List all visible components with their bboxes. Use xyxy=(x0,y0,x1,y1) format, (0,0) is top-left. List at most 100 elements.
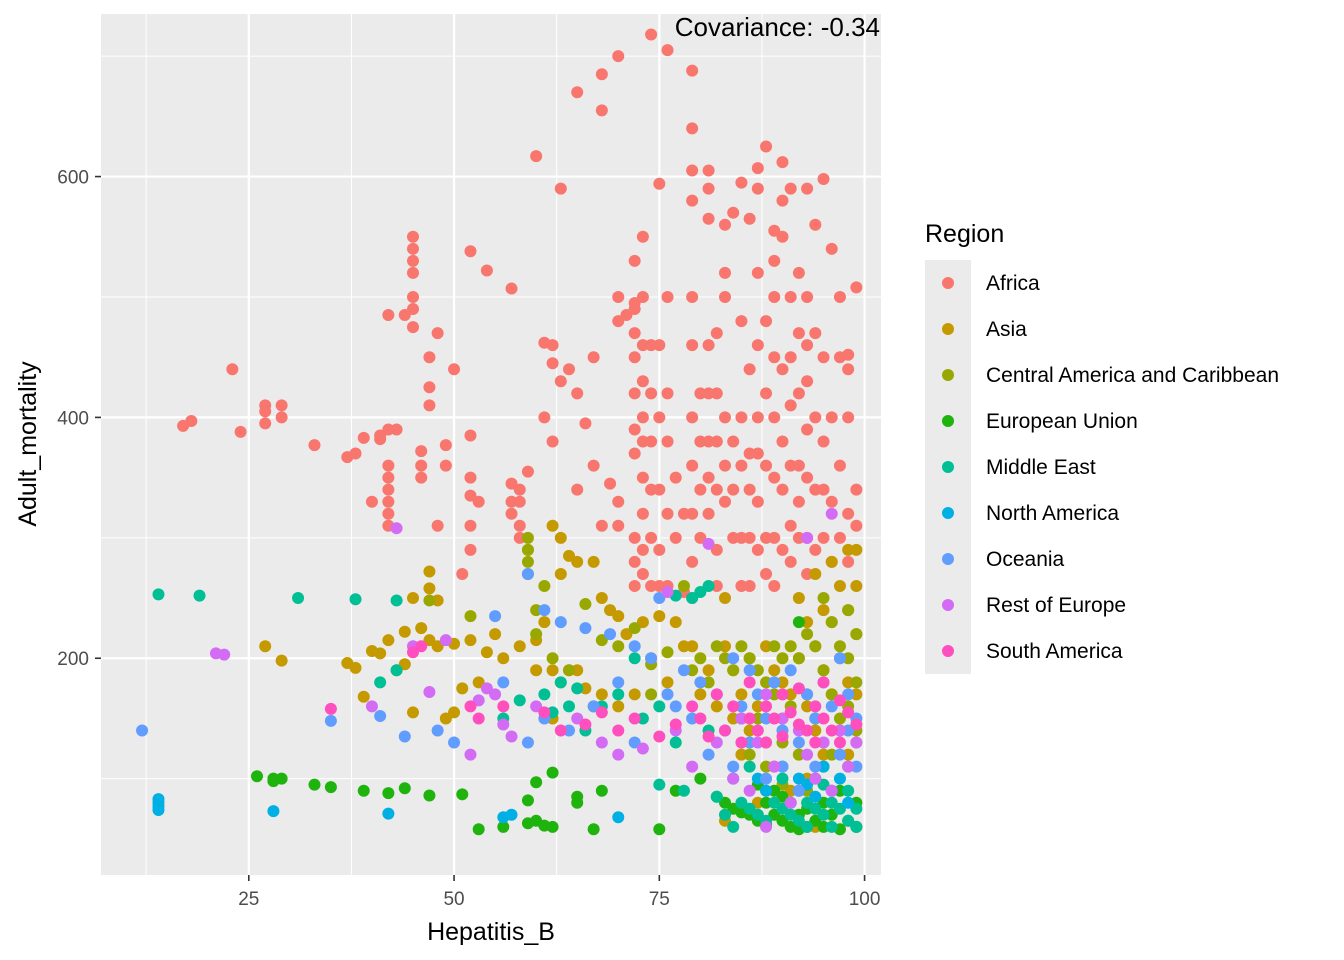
point-asia xyxy=(554,531,567,544)
legend-key-africa xyxy=(942,277,954,289)
point-africa xyxy=(636,435,649,448)
point-africa xyxy=(612,495,625,508)
point-africa xyxy=(842,348,855,361)
point-oceania xyxy=(809,760,822,773)
point-middle-east xyxy=(817,808,830,821)
point-middle-east xyxy=(653,778,666,791)
point-south-america xyxy=(825,724,838,737)
point-middle-east xyxy=(776,802,789,815)
point-africa xyxy=(571,483,584,496)
point-africa xyxy=(234,425,247,438)
point-european-union xyxy=(546,766,559,779)
point-central-america-and-caribbean xyxy=(521,543,534,556)
point-africa xyxy=(702,387,715,400)
point-africa xyxy=(365,495,378,508)
point-africa xyxy=(792,266,805,279)
point-asia xyxy=(563,549,575,562)
point-central-america-and-caribbean xyxy=(751,712,764,725)
point-central-america-and-caribbean xyxy=(628,622,641,635)
point-africa xyxy=(792,531,805,544)
covariance-annotation: Covariance: -0.34 xyxy=(675,12,880,42)
point-rest-of-europe xyxy=(801,748,814,761)
point-africa xyxy=(653,579,666,592)
point-south-america xyxy=(784,706,797,719)
legend-label-africa: Africa xyxy=(986,272,1040,295)
point-south-america xyxy=(842,706,855,719)
point-south-america xyxy=(776,730,789,743)
point-africa xyxy=(751,339,764,352)
point-asia xyxy=(743,724,756,737)
point-africa xyxy=(809,483,822,496)
point-africa xyxy=(464,489,477,502)
point-africa xyxy=(612,290,625,303)
point-africa xyxy=(669,531,682,544)
point-africa xyxy=(407,266,419,279)
point-africa xyxy=(768,351,781,364)
point-africa xyxy=(546,435,559,448)
point-africa xyxy=(563,363,575,376)
point-asia xyxy=(792,592,805,605)
point-south-america xyxy=(628,712,641,725)
point-central-america-and-caribbean xyxy=(825,748,838,761)
point-africa xyxy=(727,435,740,448)
point-asia xyxy=(760,640,773,653)
point-rest-of-europe xyxy=(710,736,723,749)
point-rest-of-europe xyxy=(809,772,822,785)
point-asia xyxy=(727,712,740,725)
point-oceania xyxy=(842,724,855,737)
point-africa xyxy=(776,156,789,169)
point-european-union xyxy=(521,794,534,807)
point-middle-east xyxy=(374,676,387,689)
point-asia xyxy=(538,616,551,629)
y-tick-label: 400 xyxy=(57,408,89,429)
point-south-america xyxy=(792,718,805,731)
point-asia xyxy=(546,664,559,677)
point-central-america-and-caribbean xyxy=(801,628,814,641)
point-africa xyxy=(275,411,288,424)
point-africa xyxy=(636,339,649,352)
point-africa xyxy=(456,567,469,580)
point-asia xyxy=(817,748,830,761)
point-central-america-and-caribbean xyxy=(825,688,838,701)
point-africa xyxy=(636,543,649,556)
point-south-america xyxy=(768,712,781,725)
point-asia xyxy=(850,543,863,556)
point-africa xyxy=(513,495,526,508)
point-middle-east xyxy=(751,808,764,821)
point-africa xyxy=(792,495,805,508)
point-africa xyxy=(546,357,559,370)
point-africa xyxy=(636,290,649,303)
point-asia xyxy=(842,676,855,689)
point-asia xyxy=(554,567,567,580)
point-asia xyxy=(571,664,584,677)
point-africa xyxy=(801,567,814,580)
point-asia xyxy=(719,640,731,653)
point-north-america xyxy=(801,778,814,791)
point-africa xyxy=(825,495,838,508)
point-south-america xyxy=(801,724,814,737)
point-africa xyxy=(702,212,715,225)
point-oceania xyxy=(833,748,846,761)
point-middle-east xyxy=(825,820,838,833)
point-middle-east xyxy=(833,802,846,815)
point-middle-east xyxy=(628,652,641,665)
point-africa xyxy=(751,495,764,508)
point-rest-of-europe xyxy=(850,736,863,749)
point-africa xyxy=(702,507,715,520)
point-africa xyxy=(661,290,674,303)
point-rest-of-europe xyxy=(439,634,452,647)
point-asia xyxy=(431,640,444,653)
point-central-america-and-caribbean xyxy=(530,604,543,617)
point-rest-of-europe xyxy=(530,700,543,713)
point-africa xyxy=(415,471,428,484)
point-oceania xyxy=(645,652,658,665)
point-south-america xyxy=(669,718,682,731)
point-middle-east xyxy=(571,682,584,695)
point-africa xyxy=(407,254,419,267)
point-central-america-and-caribbean xyxy=(833,712,846,725)
legend-label-north-america: North America xyxy=(986,502,1119,525)
point-rest-of-europe xyxy=(801,531,814,544)
point-middle-east xyxy=(776,772,789,785)
point-africa xyxy=(760,459,773,472)
point-africa xyxy=(710,543,723,556)
